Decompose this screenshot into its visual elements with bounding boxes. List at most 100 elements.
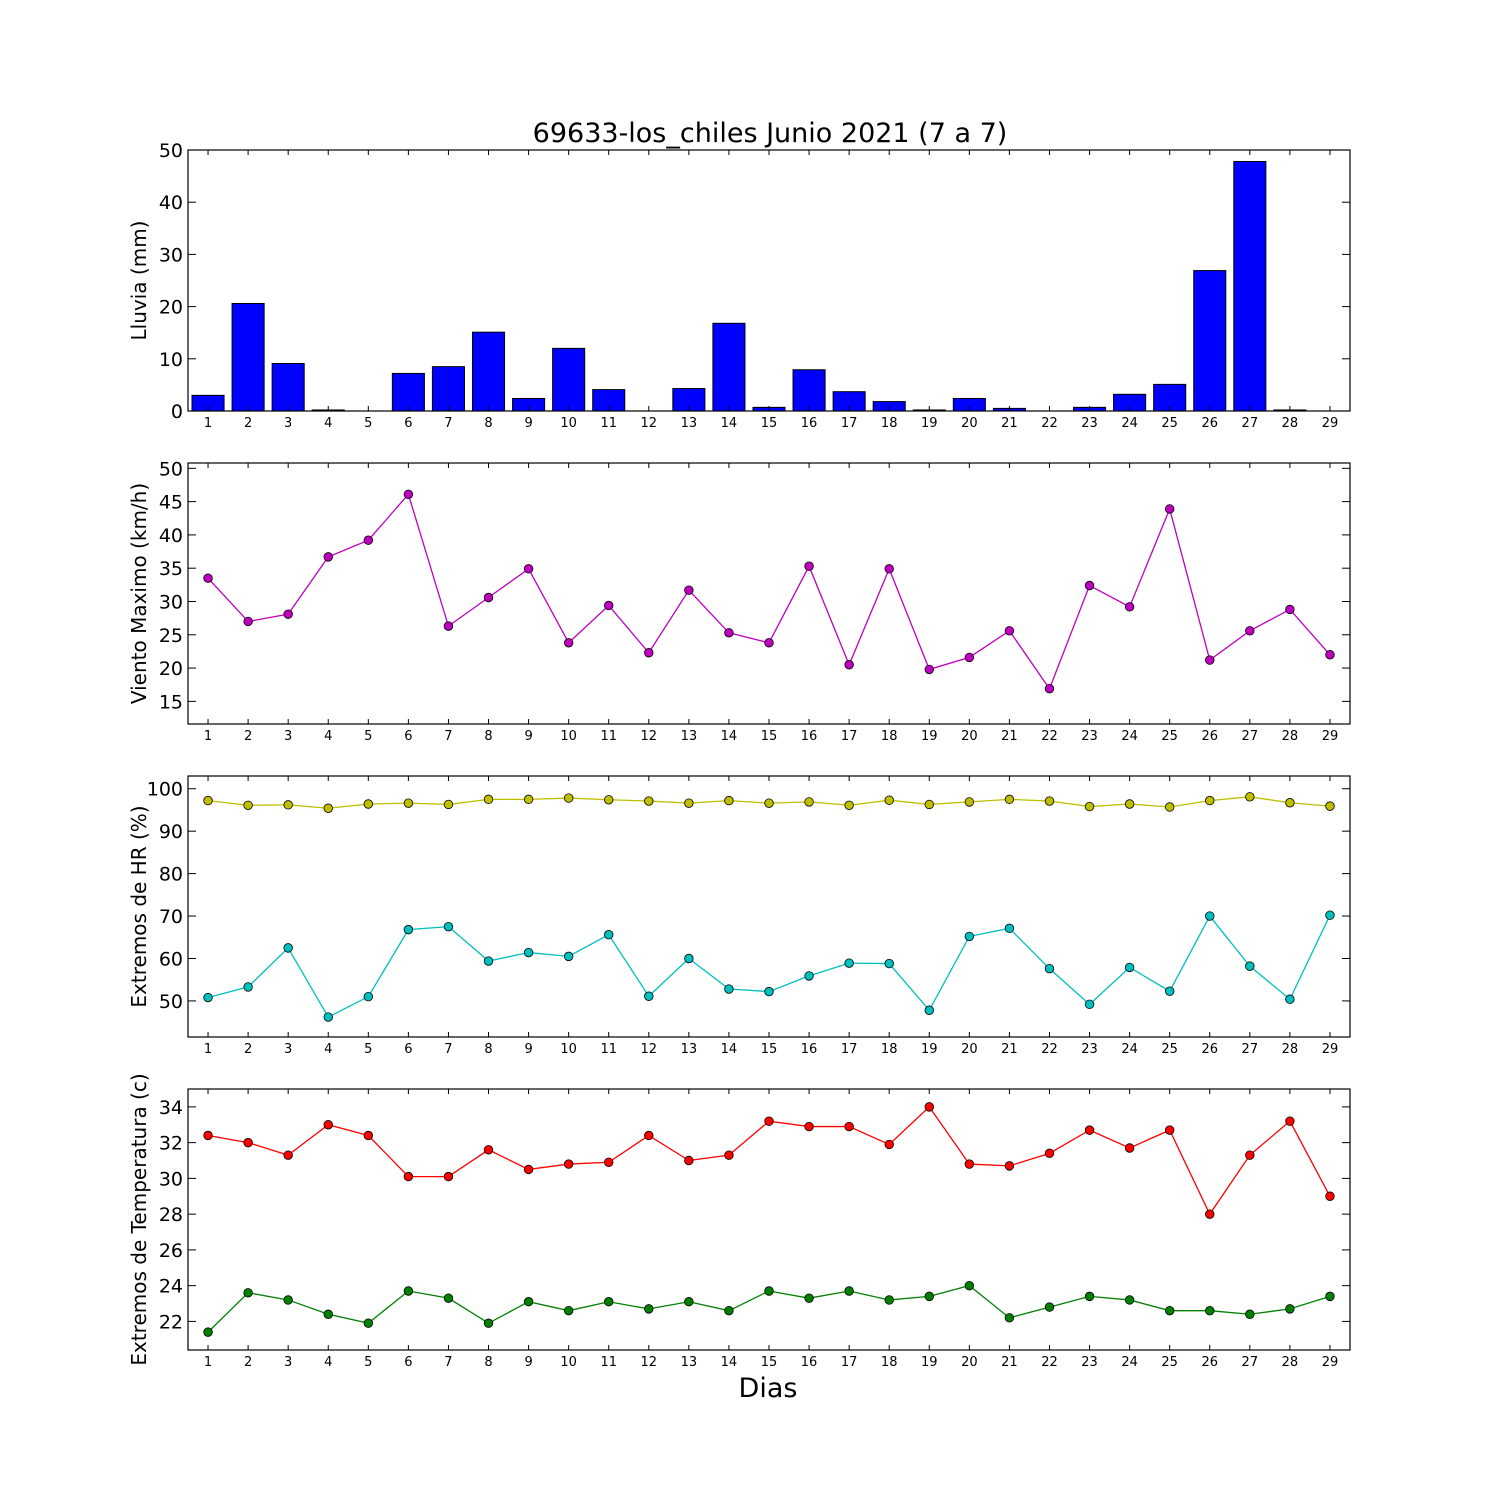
data-point-4-1-day-23: [1084, 1125, 1095, 1135]
data-point-3-2-day-17: [844, 958, 854, 968]
x-tick-label: 14: [721, 1355, 738, 1370]
x-tick-label: 6: [404, 416, 412, 431]
x-tick-label: 3: [284, 729, 292, 744]
y-axis-label: Lluvia (mm): [127, 221, 151, 341]
y-tick-label: 34: [159, 1097, 183, 1119]
data-point-4-2-day-4: [323, 1309, 333, 1319]
x-tick-label: 6: [404, 1042, 412, 1057]
data-point-4-1-day-10: [563, 1159, 574, 1169]
data-point-2-1-day-15: [764, 638, 774, 648]
x-tick-label: 23: [1081, 1042, 1098, 1057]
data-point-3-1-day-19: [924, 799, 934, 810]
x-tick-label: 7: [444, 1042, 452, 1057]
data-point-4-2-day-13: [684, 1297, 694, 1307]
data-point-4-1-day-4: [323, 1120, 333, 1130]
data-point-3-2-day-9: [523, 947, 534, 958]
x-tick-label: 15: [761, 1355, 778, 1370]
y-tick-label: 60: [159, 948, 183, 970]
x-tick-label: 19: [921, 1355, 938, 1370]
x-tick-label: 17: [841, 416, 858, 431]
plot-frame: [187, 775, 1351, 1038]
x-tick-label: 16: [801, 729, 818, 744]
x-tick-label: 4: [324, 729, 332, 744]
data-point-3-2-day-1: [203, 992, 213, 1003]
y-tick-label: 22: [159, 1311, 183, 1333]
x-tick-label: 25: [1161, 1355, 1178, 1370]
x-tick-label: 7: [444, 729, 452, 744]
data-point-3-1-day-4: [323, 803, 333, 813]
y-axis-label: Extremos de Temperatura (c): [127, 1073, 151, 1365]
x-tick-label: 25: [1161, 416, 1178, 431]
x-tick-label: 7: [444, 1355, 452, 1370]
data-point-3-1-day-20: [964, 797, 975, 807]
x-tick-label: 17: [841, 729, 858, 744]
data-point-4-2-day-11: [604, 1297, 614, 1307]
x-tick-label: 12: [641, 416, 658, 431]
x-tick-label: 14: [721, 729, 738, 744]
x-tick-label: 20: [961, 729, 978, 744]
x-tick-label: 18: [881, 729, 898, 744]
x-tick-label: 10: [560, 1355, 577, 1370]
data-point-2-1-day-26: [1205, 655, 1215, 665]
data-point-4-2-day-16: [804, 1293, 814, 1303]
x-tick-label: 4: [324, 416, 332, 431]
x-tick-label: 25: [1161, 729, 1178, 744]
data-point-4-2-day-10: [563, 1305, 574, 1316]
x-tick-label: 11: [600, 1042, 617, 1057]
data-point-3-2-day-25: [1164, 986, 1175, 996]
data-point-4-1-day-5: [363, 1130, 374, 1141]
data-point-2-1-day-27: [1245, 626, 1255, 636]
data-point-3-2-day-12: [644, 991, 654, 1001]
x-tick-label: 3: [284, 1355, 292, 1370]
x-tick-label: 6: [404, 729, 412, 744]
y-tick-label: 28: [159, 1204, 183, 1226]
x-tick-label: 2: [244, 729, 252, 744]
data-point-3-1-day-24: [1124, 799, 1135, 809]
y-tick-label: 45: [159, 492, 183, 514]
data-point-2-1-day-28: [1285, 604, 1295, 615]
data-point-3-1-day-27: [1245, 792, 1255, 802]
rain-bar-day-16: [792, 369, 826, 412]
y-tick-label: 24: [159, 1276, 183, 1298]
y-tick-label: 50: [159, 140, 183, 162]
data-point-4-2-day-9: [523, 1297, 534, 1307]
data-point-4-1-day-15: [764, 1116, 774, 1126]
data-point-4-2-day-12: [644, 1304, 654, 1314]
y-tick-label: 15: [159, 691, 183, 713]
x-tick-label: 29: [1322, 729, 1339, 744]
data-point-4-2-day-15: [764, 1286, 774, 1296]
x-tick-label: 26: [1201, 1042, 1218, 1057]
rain-bar-day-27: [1233, 160, 1267, 412]
data-point-3-2-day-4: [323, 1012, 333, 1022]
data-point-2-1-day-14: [724, 628, 734, 638]
data-point-4-2-day-27: [1245, 1309, 1255, 1319]
data-point-3-1-day-15: [764, 798, 774, 808]
x-tick-label: 7: [444, 416, 452, 431]
x-tick-label: 8: [484, 416, 492, 431]
plot-frame: [187, 149, 1351, 412]
x-tick-label: 23: [1081, 1355, 1098, 1370]
x-tick-label: 1: [204, 416, 212, 431]
x-tick-label: 25: [1161, 1042, 1178, 1057]
x-tick-label: 12: [641, 1042, 658, 1057]
x-tick-label: 14: [721, 416, 738, 431]
data-point-3-2-day-5: [363, 991, 374, 1002]
y-tick-label: 26: [159, 1240, 183, 1262]
x-tick-label: 9: [524, 1355, 532, 1370]
data-point-2-1-day-3: [283, 609, 293, 619]
data-point-3-2-day-20: [964, 931, 975, 942]
y-tick-label: 40: [159, 192, 183, 214]
data-point-2-1-day-7: [443, 621, 454, 631]
data-point-3-1-day-25: [1164, 802, 1175, 812]
x-tick-label: 1: [204, 1042, 212, 1057]
x-tick-label: 5: [364, 416, 372, 431]
data-point-3-2-day-24: [1124, 962, 1135, 973]
data-point-2-1-day-19: [924, 664, 934, 675]
y-tick-label: 70: [159, 906, 183, 928]
data-point-2-1-day-23: [1084, 580, 1095, 591]
data-point-3-1-day-13: [684, 798, 694, 808]
data-point-3-1-day-21: [1004, 794, 1015, 805]
y-tick-label: 35: [159, 558, 183, 580]
x-tick-label: 13: [681, 1042, 698, 1057]
